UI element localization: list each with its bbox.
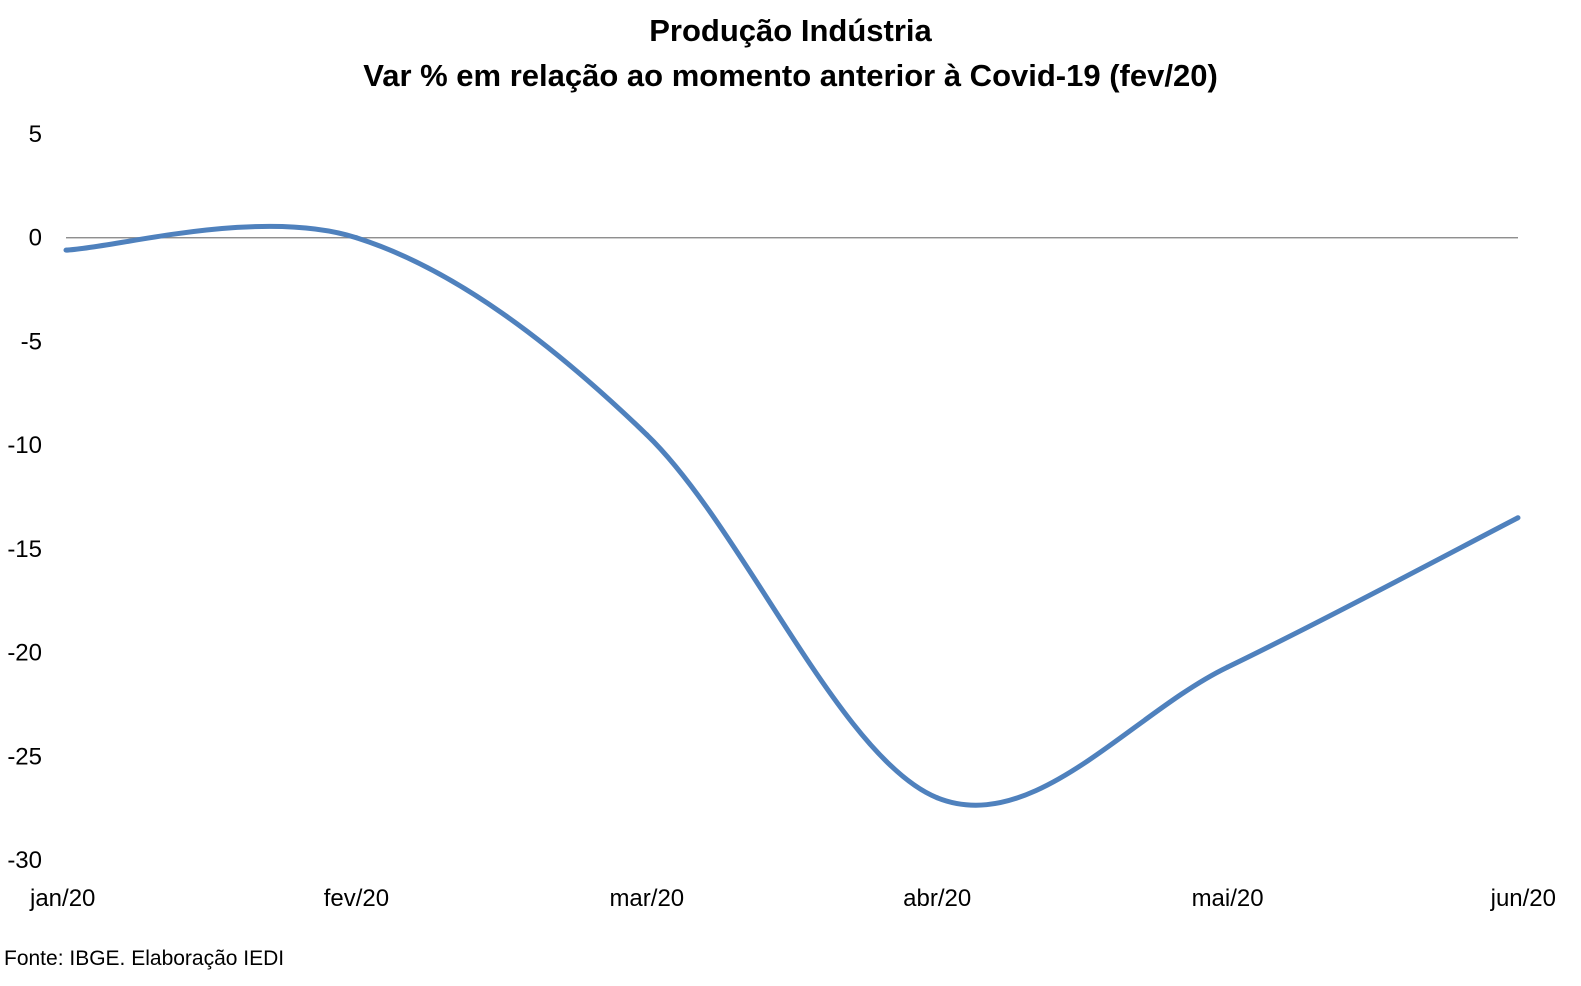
x-tick-label: mar/20 (609, 885, 684, 912)
y-tick-label: -10 (7, 432, 42, 459)
x-tick-label: abr/20 (903, 885, 971, 912)
y-tick-label: -25 (7, 743, 42, 770)
y-tick-label: -5 (21, 328, 42, 355)
y-tick-label: 5 (29, 121, 42, 148)
data-point (63, 247, 69, 253)
data-point (934, 795, 940, 801)
x-tick-label: fev/20 (324, 885, 389, 912)
chart-title: Produção Indústria (649, 13, 932, 48)
y-tick-label: -15 (7, 536, 42, 563)
x-tick-label: mai/20 (1192, 885, 1264, 912)
series-line (65, 223, 1520, 808)
series-group (63, 223, 1521, 808)
x-axis: jan/20 fev/20 mar/20 abr/20 mai/20 jun/20 (29, 885, 1556, 912)
x-tick-label: jan/20 (29, 885, 95, 912)
chart-subtitle: Var % em relação ao momento anterior à C… (363, 58, 1218, 93)
data-point (1225, 664, 1231, 670)
data-point (353, 235, 359, 241)
y-tick-label: 0 (29, 225, 42, 252)
y-tick-label: -20 (7, 640, 42, 667)
data-point (1515, 515, 1521, 521)
x-tick-label: jun/20 (1490, 885, 1556, 912)
source-note: Fonte: IBGE. Elaboração IEDI (4, 947, 285, 970)
y-axis: 5 0 -5 -10 -15 -20 -25 -30 (7, 121, 42, 874)
y-tick-label: -30 (7, 847, 42, 874)
data-point (644, 432, 650, 438)
line-chart: 5 0 -5 -10 -15 -20 -25 -30 jan/20 fev/20 mar/20 ab… (7, 121, 1556, 912)
